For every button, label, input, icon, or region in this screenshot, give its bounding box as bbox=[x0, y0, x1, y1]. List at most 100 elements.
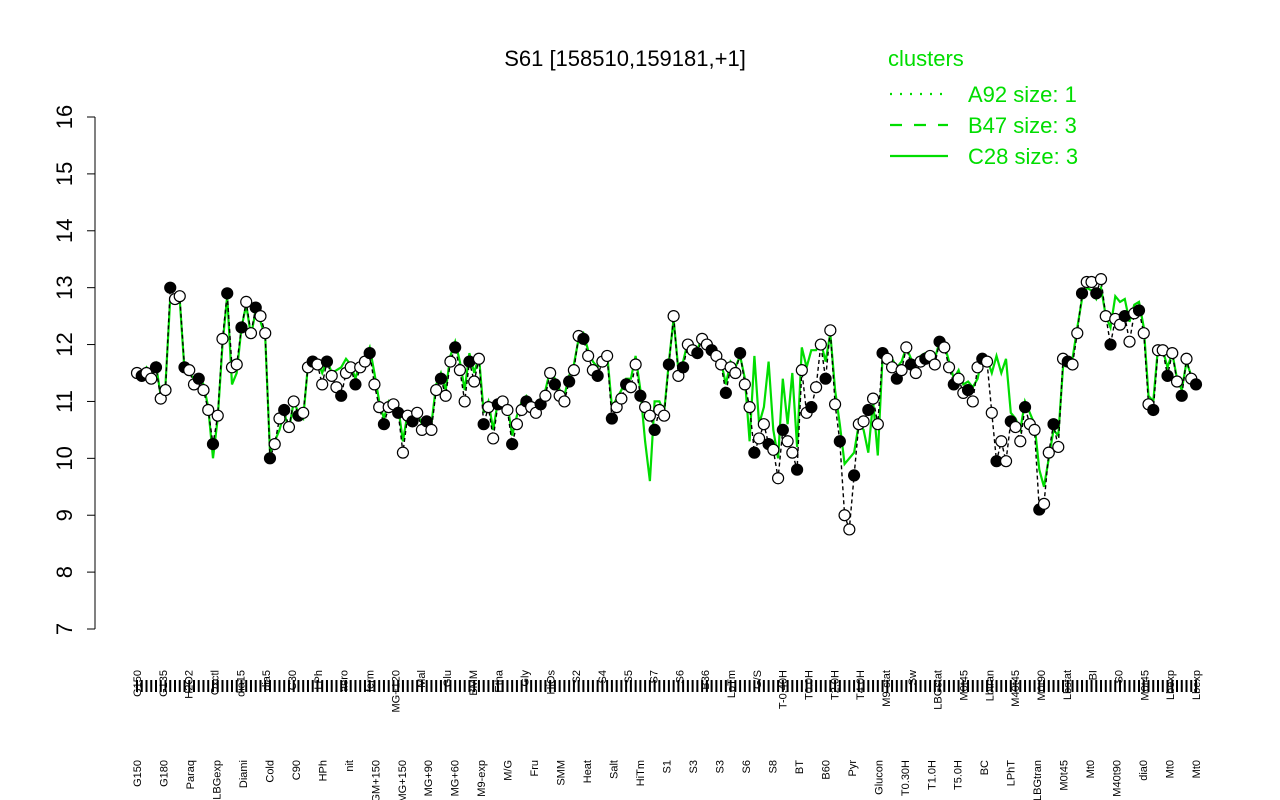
axes: 7 8 9 10 11 12 13 14 15 16 bbox=[52, 105, 96, 635]
x-tick-label: Paraq bbox=[185, 760, 197, 789]
data-point bbox=[1104, 338, 1117, 351]
data-point bbox=[677, 361, 690, 374]
data-point bbox=[411, 406, 424, 419]
x-tick-label: S8 bbox=[767, 760, 779, 773]
data-point bbox=[809, 381, 823, 394]
data-point bbox=[539, 389, 552, 402]
data-point bbox=[453, 364, 467, 377]
data-point bbox=[297, 406, 310, 419]
x-tick-label: S6 bbox=[741, 760, 753, 773]
data-point bbox=[582, 349, 595, 363]
data-point bbox=[472, 352, 486, 365]
data-point bbox=[952, 372, 965, 385]
data-point bbox=[980, 355, 994, 368]
y-tick-label: 10 bbox=[52, 446, 77, 470]
legend-label-c28: C28 size: 3 bbox=[968, 144, 1078, 169]
data-point bbox=[928, 358, 941, 371]
data-point bbox=[795, 364, 808, 377]
x-tick-label: T1.0H bbox=[926, 760, 938, 790]
data-point bbox=[197, 383, 210, 397]
data-point bbox=[776, 423, 789, 436]
data-point bbox=[501, 403, 514, 417]
x-tick-label: H2O2 bbox=[184, 670, 196, 699]
x-tick-label: T-0.40H bbox=[778, 670, 790, 709]
x-tick-label: Salt bbox=[609, 760, 621, 779]
x-tick-label: LBGexp bbox=[211, 760, 223, 800]
data-point bbox=[548, 378, 562, 391]
data-point bbox=[268, 438, 281, 451]
x-tick-label: Fru bbox=[529, 760, 541, 777]
data-point bbox=[183, 364, 196, 377]
data-point bbox=[833, 435, 846, 448]
data-point bbox=[206, 438, 220, 451]
data-point bbox=[263, 452, 277, 465]
x-tick-label: T0.30H bbox=[900, 760, 912, 796]
data-point bbox=[847, 469, 861, 482]
data-point bbox=[368, 378, 381, 391]
data-point bbox=[325, 369, 338, 382]
data-point bbox=[748, 446, 761, 459]
data-point bbox=[1137, 327, 1150, 340]
data-point bbox=[624, 381, 637, 394]
data-point bbox=[719, 386, 732, 400]
data-point bbox=[591, 369, 604, 382]
x-tick-label: BT bbox=[794, 760, 806, 774]
data-point bbox=[857, 415, 870, 428]
x-tick-label: LBGstat bbox=[933, 670, 945, 710]
x-tick-label: LoTm bbox=[726, 670, 738, 698]
data-point bbox=[1094, 273, 1108, 286]
x-tick-label: S7 bbox=[649, 670, 661, 683]
data-point bbox=[658, 409, 671, 422]
x-tick-label: Gly bbox=[519, 670, 531, 687]
data-point bbox=[230, 358, 243, 371]
chart-title: S61 [158510,159181,+1] bbox=[504, 46, 746, 71]
x-tick-label: BMM bbox=[468, 670, 480, 696]
x-tick-label: nit bbox=[344, 760, 356, 772]
x-tick-label: LPh bbox=[313, 670, 325, 690]
data-point bbox=[1180, 352, 1193, 365]
data-point bbox=[377, 418, 391, 431]
x-tick-label: S0 bbox=[1114, 670, 1126, 683]
x-tick-label: B36 bbox=[700, 670, 712, 690]
data-point bbox=[1166, 346, 1179, 360]
x-tick-label: M9-stat bbox=[881, 670, 893, 707]
data-point bbox=[824, 324, 837, 337]
data-point bbox=[1090, 287, 1103, 300]
data-point bbox=[149, 361, 163, 374]
y-tick-label: 14 bbox=[52, 219, 77, 243]
data-point bbox=[961, 383, 975, 397]
x-tick-label: T5.0H bbox=[953, 760, 965, 790]
data-point bbox=[729, 366, 742, 380]
data-point bbox=[240, 295, 253, 308]
data-point bbox=[444, 355, 457, 368]
data-point bbox=[458, 395, 471, 408]
data-point bbox=[667, 310, 680, 323]
data-point bbox=[1047, 418, 1060, 431]
x-tick-label: S5 bbox=[623, 670, 635, 683]
x-tick-label: Mal bbox=[416, 670, 428, 688]
data-point bbox=[477, 418, 490, 431]
data-point bbox=[1052, 440, 1065, 454]
x-tick-label: S6 bbox=[674, 670, 686, 683]
data-point bbox=[900, 341, 913, 354]
x-tick-label: HiOs bbox=[545, 670, 557, 695]
data-point bbox=[1018, 401, 1032, 414]
x-tick-label: BC bbox=[979, 760, 991, 775]
data-point bbox=[753, 432, 766, 445]
data-point bbox=[192, 372, 205, 385]
data-point bbox=[320, 355, 334, 368]
data-point bbox=[629, 358, 642, 371]
data-point bbox=[966, 395, 979, 408]
data-point bbox=[843, 523, 856, 536]
x-tick-label: GM+150 bbox=[370, 760, 382, 800]
y-tick-label: 15 bbox=[52, 162, 77, 186]
x-tick-label: LPhT bbox=[1006, 760, 1018, 787]
x-tick-label: HiTm bbox=[635, 760, 647, 786]
data-point bbox=[510, 418, 524, 431]
data-point bbox=[254, 310, 267, 323]
x-tick-label: M9-exp bbox=[476, 760, 488, 797]
data-point bbox=[985, 406, 998, 419]
data-point bbox=[506, 438, 519, 451]
